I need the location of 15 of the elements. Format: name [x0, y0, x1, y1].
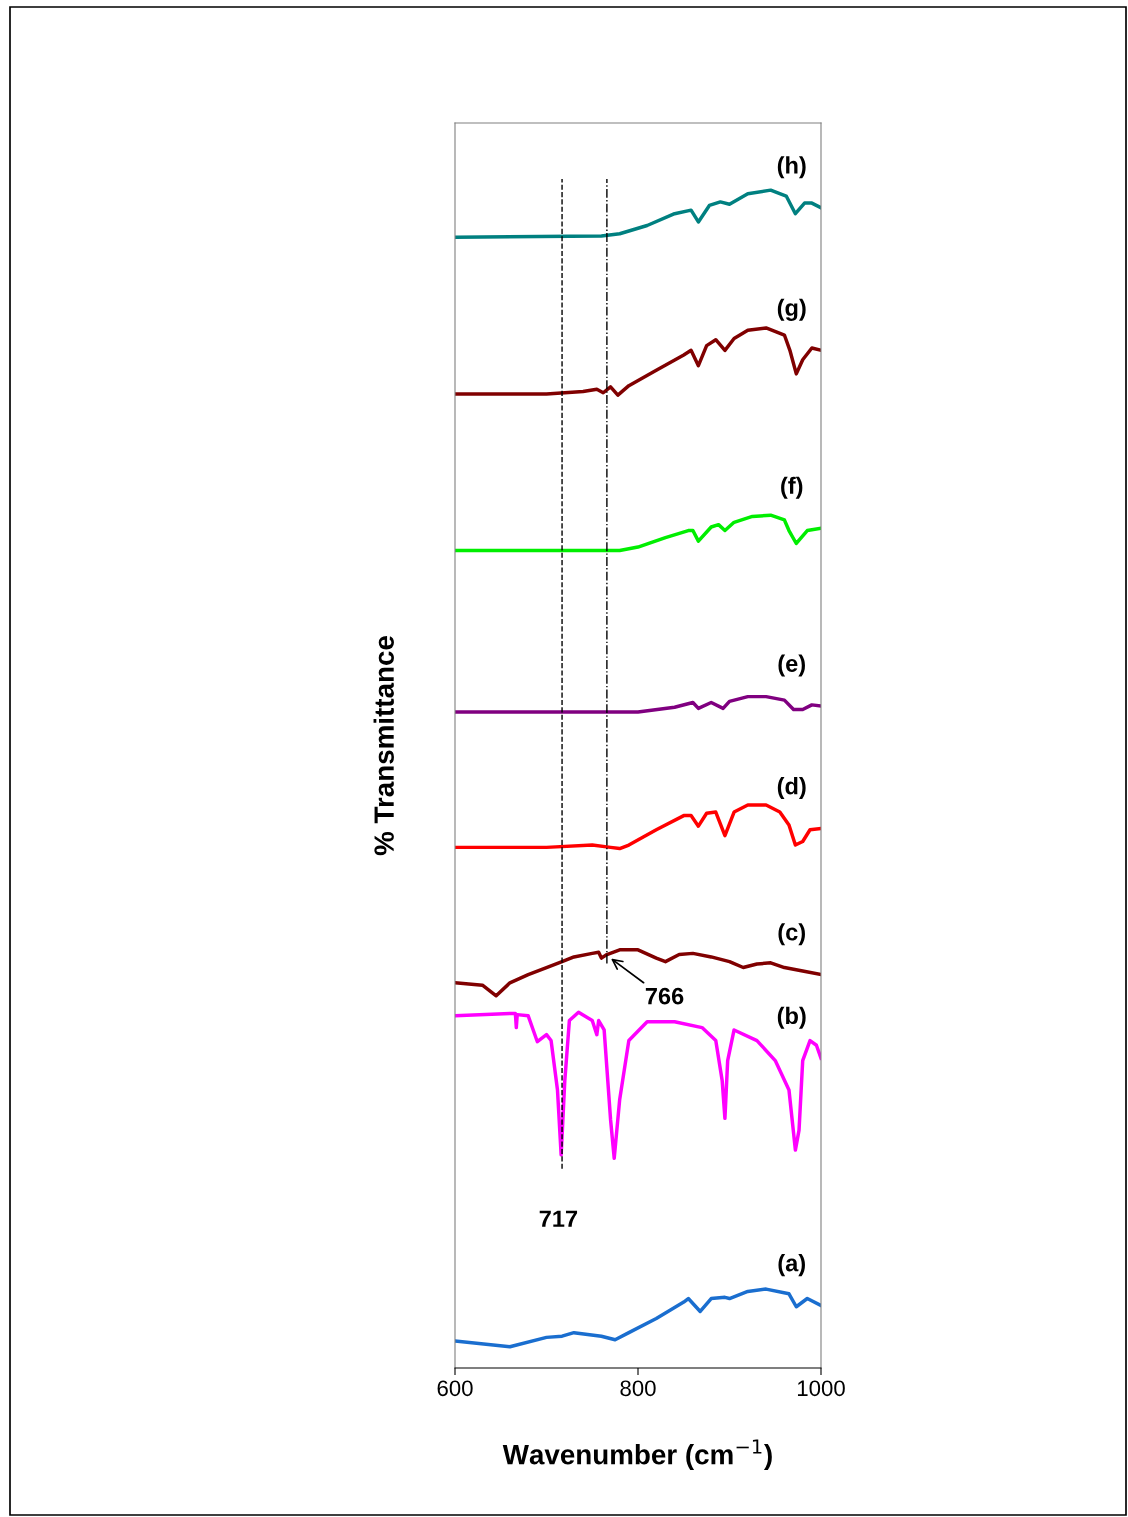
y-axis-title: % Transmittance — [373, 636, 394, 856]
x-tick-label: 1000 — [797, 1380, 845, 1397]
series-label: (h) — [777, 156, 806, 179]
series-label: (e) — [778, 654, 805, 677]
ref-line-label: 717 — [539, 1210, 578, 1227]
x-axis-title: Wavenumber (cm$^{−1}$) — [502, 1439, 772, 1470]
series-label: (c) — [778, 923, 805, 946]
series-label: (f) — [781, 476, 803, 499]
x-tick-label: 600 — [437, 1380, 473, 1397]
series-label: (a) — [778, 1254, 805, 1277]
series-label: (g) — [777, 298, 806, 321]
series-label: (b) — [777, 1006, 806, 1029]
x-tick-label: 800 — [620, 1380, 656, 1397]
annotation: 766 — [645, 987, 684, 1005]
series-label: (d) — [777, 777, 806, 800]
